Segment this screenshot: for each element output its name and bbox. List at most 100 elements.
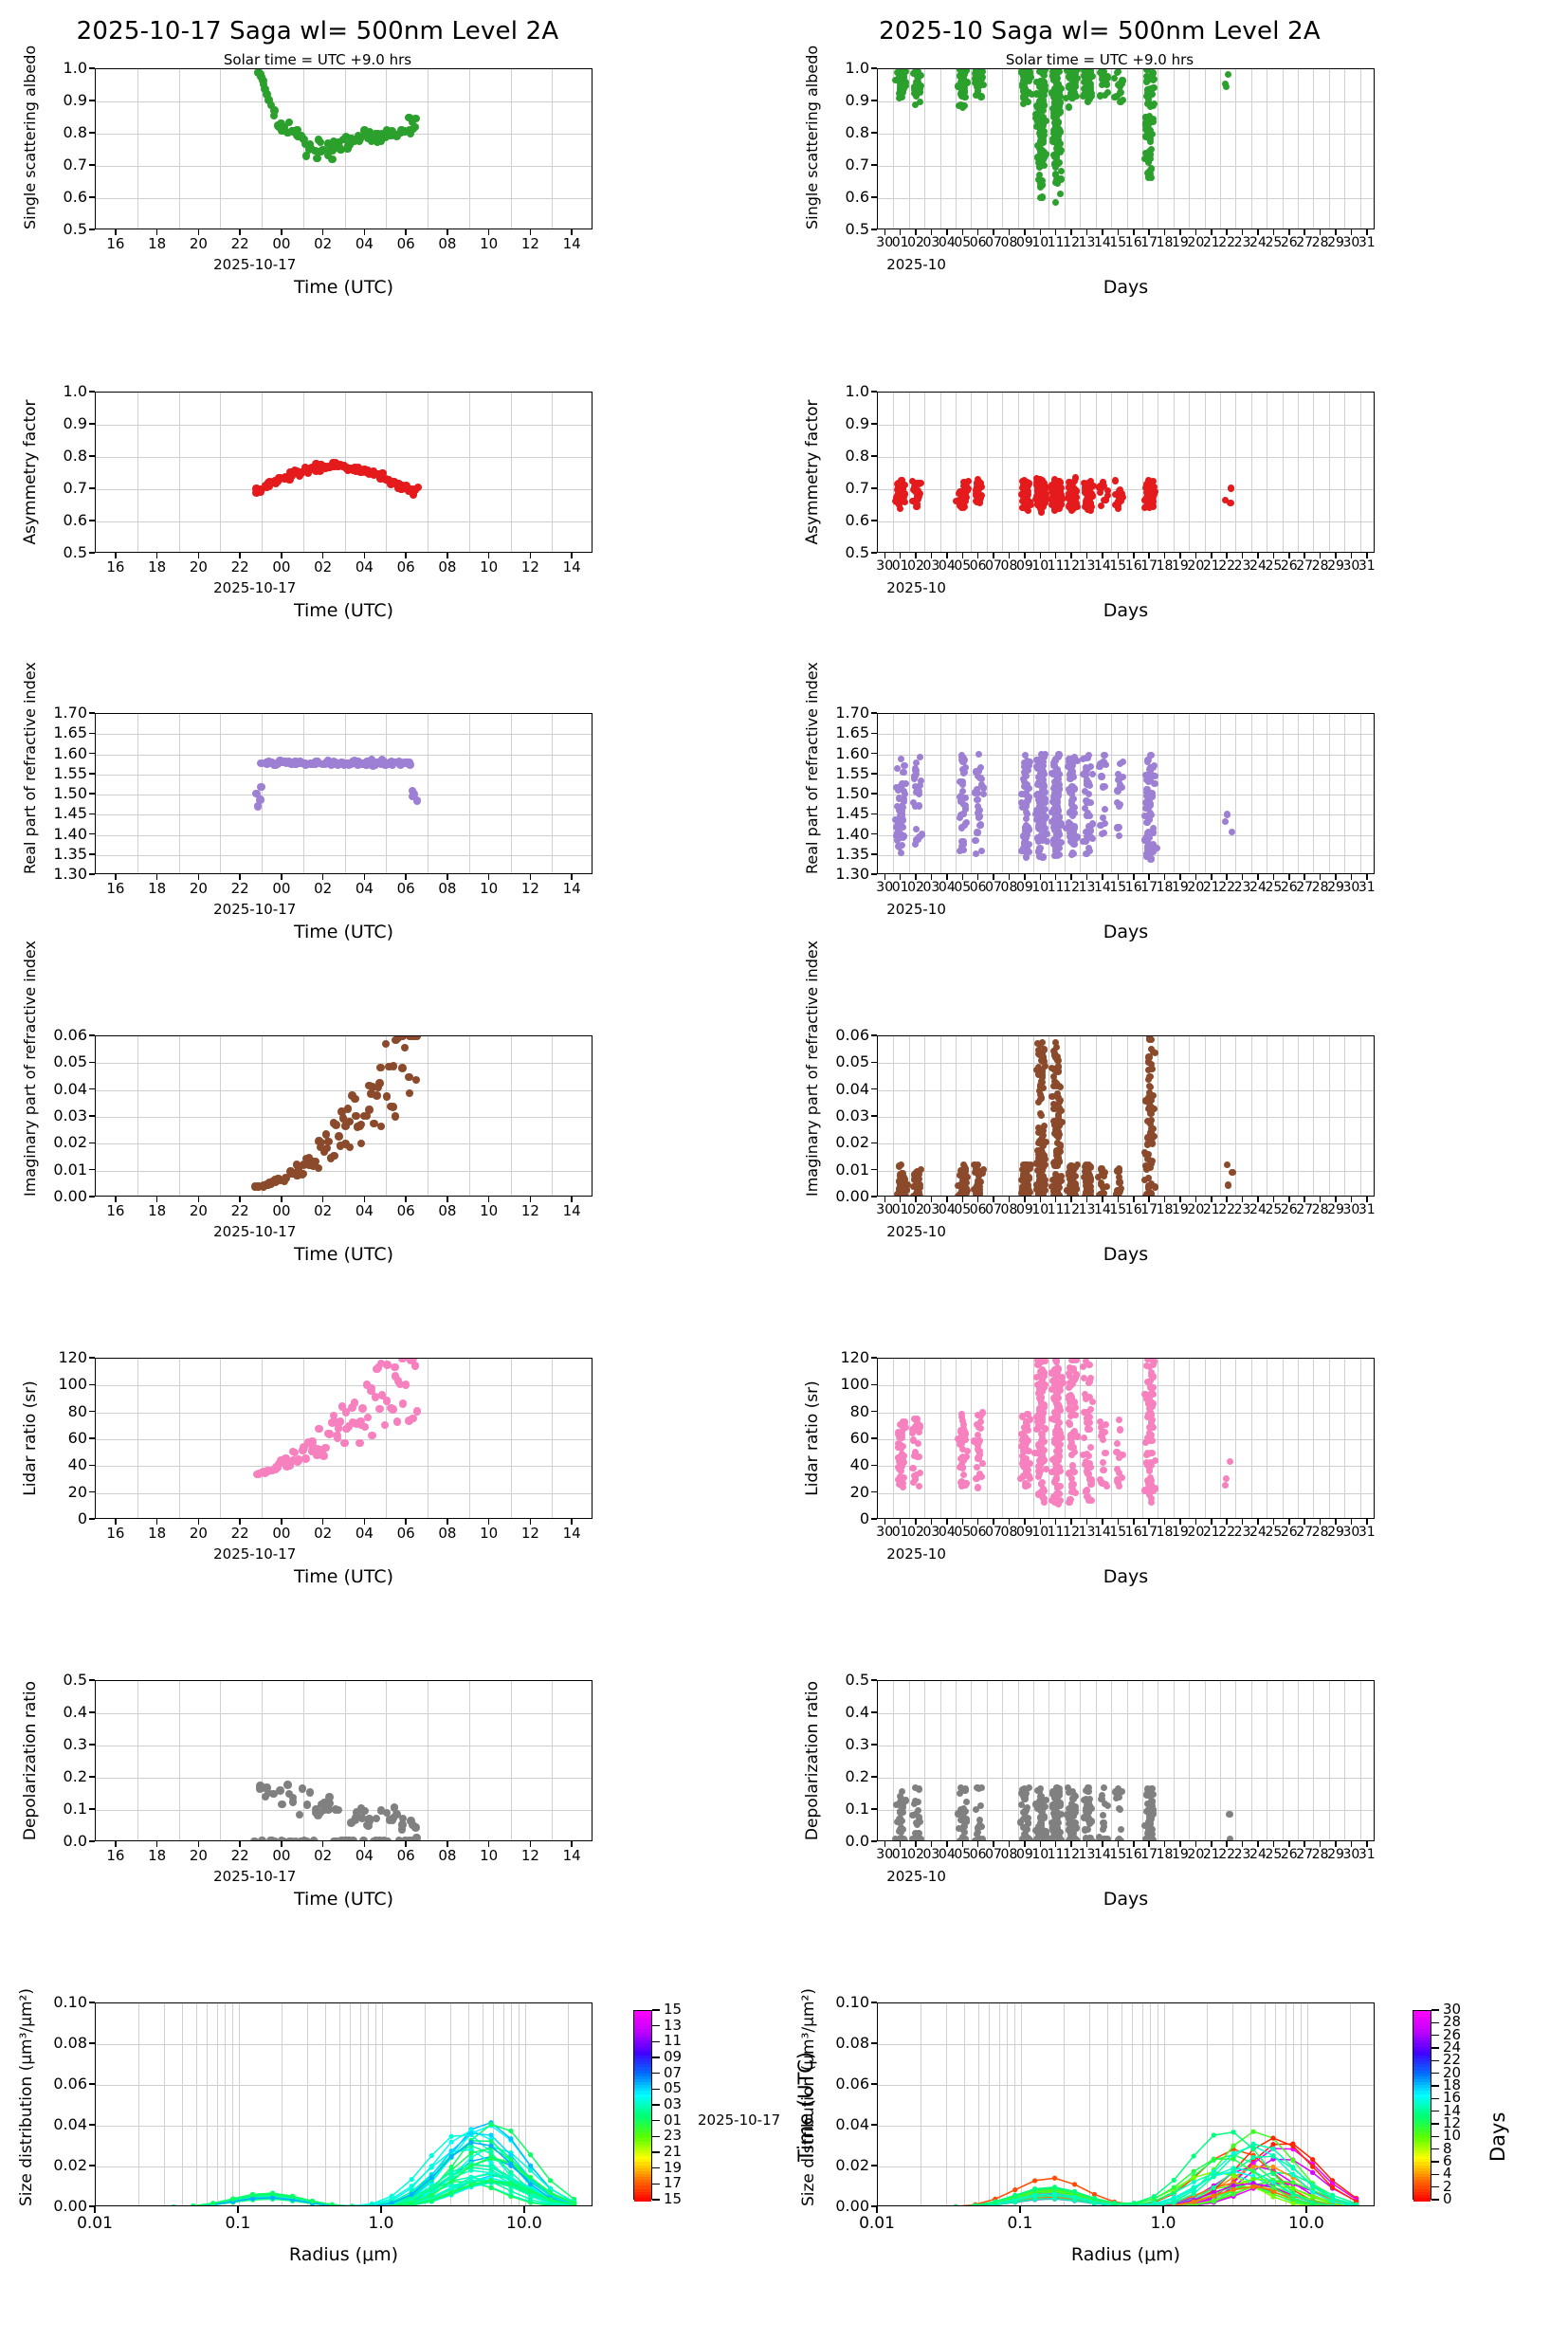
ytick-mark	[89, 732, 95, 735]
gridline-v	[178, 714, 180, 873]
xtick-label: 08	[1000, 235, 1018, 250]
data-point	[323, 151, 333, 160]
data-point	[912, 101, 920, 109]
data-point	[1067, 89, 1075, 98]
data-point	[960, 768, 968, 776]
xtick-label: 10	[480, 558, 499, 576]
gridline-v	[1033, 69, 1035, 229]
gridline-h	[96, 457, 592, 458]
data-point	[1067, 826, 1075, 834]
data-point	[1024, 811, 1031, 818]
gridline-h	[96, 754, 592, 756]
data-point	[1083, 495, 1090, 503]
data-point	[961, 819, 969, 828]
data-point	[1035, 1087, 1043, 1094]
xtick-mark	[321, 229, 324, 235]
gridline-h	[878, 1466, 1374, 1468]
xtick-mark	[281, 1197, 283, 1202]
data-point	[960, 71, 968, 79]
data-point	[328, 155, 337, 164]
data-point	[1053, 111, 1061, 119]
gridline-v	[386, 393, 388, 552]
xtick-label: 04	[938, 235, 956, 250]
gridline-v	[1126, 393, 1128, 552]
data-point	[1040, 1142, 1048, 1149]
gridline-v	[1313, 714, 1315, 873]
ytick-mark	[89, 873, 95, 875]
gridline-h	[878, 1778, 1374, 1779]
yaxis-label: Imaginary part of refractive index	[803, 941, 821, 1197]
data-point	[343, 1105, 353, 1113]
ytick-mark	[89, 455, 95, 457]
data-point	[902, 69, 909, 75]
data-point	[380, 1420, 390, 1430]
ytick-mark	[871, 773, 877, 775]
xtick-mark	[1085, 229, 1088, 235]
gridline-v	[1064, 393, 1066, 552]
data-point	[382, 1092, 392, 1101]
data-point	[1102, 496, 1110, 504]
gridline-v	[1235, 69, 1237, 229]
data-point	[900, 795, 907, 803]
xtick-label: 08	[438, 880, 457, 897]
data-point	[1066, 503, 1073, 510]
data-point	[1055, 1427, 1063, 1435]
xtick-mark	[197, 553, 200, 558]
data-point	[1038, 1359, 1046, 1365]
data-point	[1115, 1173, 1122, 1181]
data-point	[1032, 474, 1041, 482]
gridline-v	[1017, 714, 1019, 873]
xtick-mark	[1319, 553, 1322, 558]
data-point	[1221, 80, 1229, 88]
data-point	[961, 498, 969, 505]
data-point	[1223, 811, 1231, 818]
ytick-mark	[89, 1679, 95, 1681]
xtick-mark	[1054, 229, 1057, 235]
data-point	[1020, 1792, 1028, 1800]
data-point	[253, 802, 263, 811]
data-point	[1085, 1497, 1093, 1505]
yaxis-label: Asymmetry factor	[803, 399, 822, 545]
data-point	[1036, 114, 1044, 121]
data-point	[973, 850, 980, 858]
gridline-v	[1219, 1036, 1221, 1196]
gridline-h	[878, 1143, 1374, 1145]
data-point	[1100, 1458, 1107, 1467]
xtick-mark	[976, 553, 979, 558]
data-point	[1113, 1440, 1121, 1448]
xtick-mark	[1163, 229, 1166, 235]
data-point	[959, 1464, 967, 1472]
gridline-v	[1048, 1681, 1050, 1840]
data-point	[957, 500, 964, 507]
xtick-label: 22	[230, 1525, 249, 1542]
data-point	[1018, 1453, 1026, 1460]
xtick-mark	[1148, 229, 1150, 235]
gridline-v	[137, 393, 138, 552]
data-point	[913, 488, 921, 497]
data-point	[1039, 88, 1047, 96]
data-point	[1097, 502, 1104, 509]
data-point	[1147, 1494, 1155, 1502]
data-point	[288, 1798, 298, 1806]
data-point	[1084, 764, 1091, 773]
gridline-h	[878, 1385, 1374, 1387]
xtick-mark	[1133, 229, 1135, 235]
gridline-h	[878, 1492, 1374, 1494]
gridline-v	[908, 69, 910, 229]
ytick-label: 0.7	[63, 155, 87, 174]
xtick-label: 07	[985, 235, 1002, 250]
data-point	[975, 70, 984, 78]
xtick-mark	[1319, 229, 1322, 235]
data-point	[1052, 151, 1060, 158]
ytick-label: 0.5	[63, 543, 87, 561]
xtick-mark	[363, 1519, 366, 1525]
xtick-label: 02	[314, 558, 333, 576]
xtick-mark	[115, 1841, 117, 1847]
data-point	[1142, 121, 1150, 129]
data-point	[917, 1166, 924, 1174]
axis-date-label: 2025-10-17	[213, 256, 297, 273]
xtick-mark	[1194, 553, 1197, 558]
xtick-label: 14	[562, 1202, 581, 1219]
gridline-v	[1017, 1036, 1019, 1196]
data-point	[976, 1418, 984, 1426]
